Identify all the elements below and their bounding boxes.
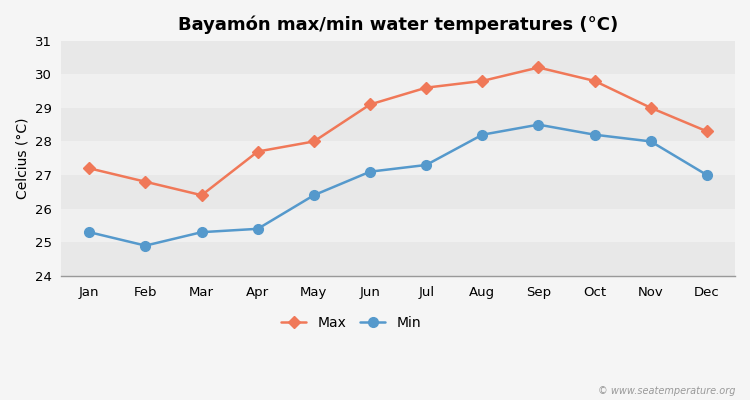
Max xyxy=(141,179,150,184)
Max xyxy=(85,166,94,171)
Min xyxy=(197,230,206,234)
Title: Bayamón max/min water temperatures (°C): Bayamón max/min water temperatures (°C) xyxy=(178,15,618,34)
Max xyxy=(478,78,487,83)
Max xyxy=(590,78,599,83)
Max xyxy=(534,65,543,70)
Max xyxy=(365,102,374,107)
Min xyxy=(703,173,712,178)
Min xyxy=(478,132,487,137)
Min xyxy=(310,193,319,198)
Bar xyxy=(62,242,735,276)
Min xyxy=(254,226,262,231)
Line: Min: Min xyxy=(85,120,712,250)
Max xyxy=(197,193,206,198)
Max xyxy=(422,85,430,90)
Line: Max: Max xyxy=(85,63,712,200)
Text: © www.seatemperature.org: © www.seatemperature.org xyxy=(598,386,735,396)
Bar xyxy=(62,175,735,209)
Bar xyxy=(62,209,735,242)
Min xyxy=(365,169,374,174)
Max xyxy=(310,139,319,144)
Min xyxy=(141,243,150,248)
Bar xyxy=(62,108,735,142)
Bar xyxy=(62,142,735,175)
Max xyxy=(254,149,262,154)
Min xyxy=(646,139,656,144)
Max xyxy=(703,129,712,134)
Min xyxy=(590,132,599,137)
Min xyxy=(534,122,543,127)
Bar xyxy=(62,41,735,74)
Bar xyxy=(62,74,735,108)
Y-axis label: Celcius (°C): Celcius (°C) xyxy=(15,118,29,199)
Legend: Max, Min: Max, Min xyxy=(281,316,421,330)
Min xyxy=(85,230,94,234)
Min xyxy=(422,162,430,167)
Max xyxy=(646,106,656,110)
